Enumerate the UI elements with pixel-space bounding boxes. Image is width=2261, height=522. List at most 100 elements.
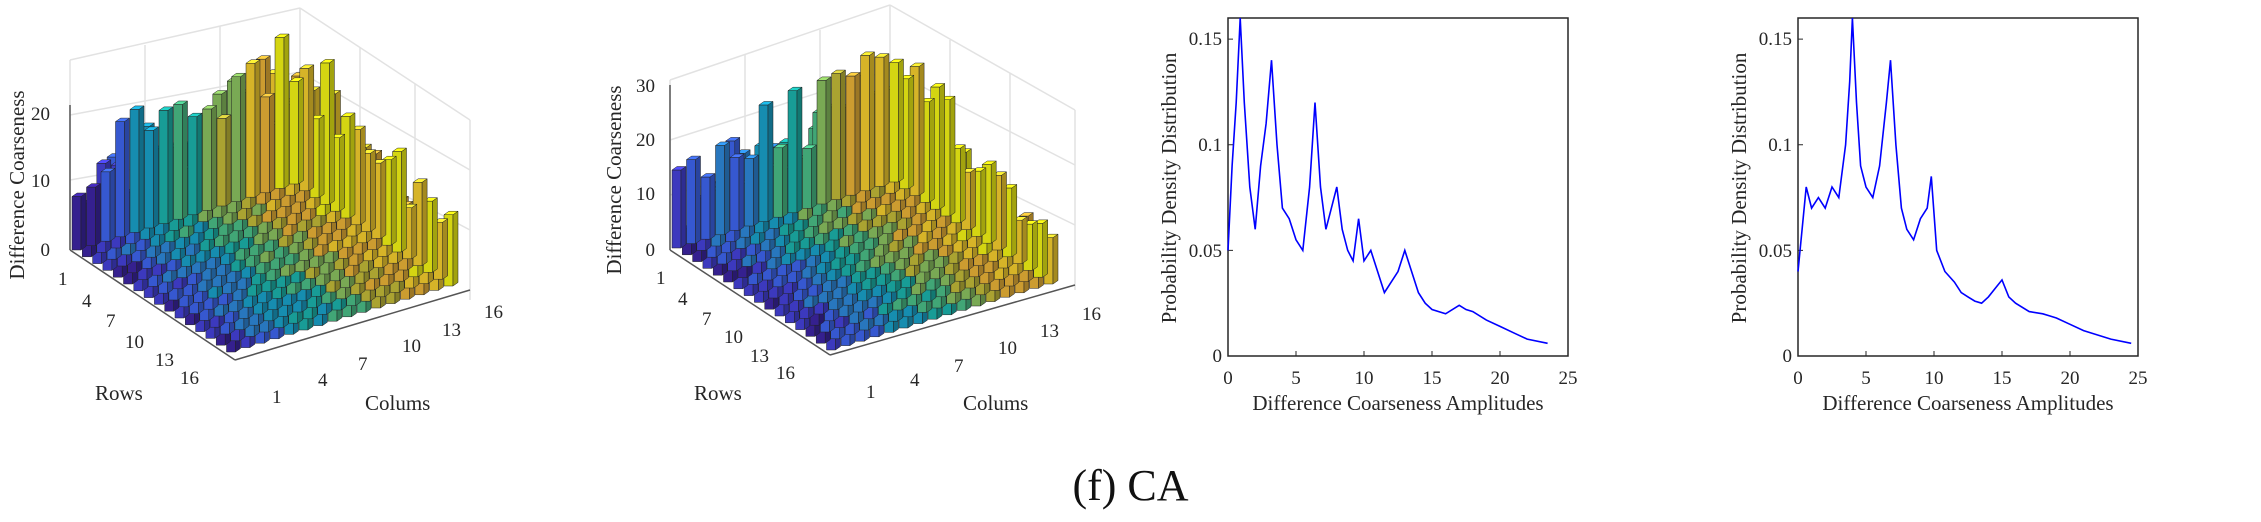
line-chart-1: 0 5 10 15 20 25 0 0.05 0.1 0.15 Differen… bbox=[1157, 17, 1578, 415]
bar3d-bar bbox=[729, 153, 745, 231]
bar3d-2-zticklabel: 10 bbox=[636, 184, 655, 205]
bar3d-bar bbox=[772, 143, 789, 218]
bar3d-2-rowticklabel: 10 bbox=[724, 327, 743, 348]
bar3d-1-colticklabel: 10 bbox=[402, 336, 421, 357]
bar3d-1-xlabel: Colums bbox=[365, 391, 430, 415]
line-1-xticklabel: 15 bbox=[1423, 368, 1442, 389]
line-1-xlabel: Difference Coarseness Amplitudes bbox=[1252, 391, 1543, 415]
bar3d-bar bbox=[114, 117, 131, 238]
line-2-yticklabel: 0.1 bbox=[1768, 135, 1792, 156]
bar3d-1-axes bbox=[69, 105, 471, 361]
bar3d-bar bbox=[172, 100, 189, 220]
line-2-xticklabel: 10 bbox=[1925, 368, 1944, 389]
bar3d-bar bbox=[85, 183, 102, 247]
bar3d-2-colticklabel: 16 bbox=[1082, 304, 1101, 325]
bar3d-1-rowticklabel: 7 bbox=[106, 311, 116, 332]
bar3d-1-rowticklabel: 1 bbox=[58, 269, 68, 290]
line-1-series bbox=[1227, 17, 1548, 345]
line-1-xticklabel: 20 bbox=[1491, 368, 1510, 389]
bar3d-2-colticklabel: 7 bbox=[954, 356, 964, 377]
line-2-xticklabel: 25 bbox=[2129, 368, 2148, 389]
bar3d-bar bbox=[816, 76, 832, 205]
bar3d-bar bbox=[158, 106, 174, 225]
bar3d-2-zticklabel: 30 bbox=[636, 76, 655, 97]
bar3d-1-zticklabel: 10 bbox=[31, 171, 50, 192]
line-2-xticklabel: 20 bbox=[2061, 368, 2080, 389]
bar3d-bar bbox=[971, 167, 987, 237]
bar3d-bar bbox=[845, 72, 861, 196]
bar3d-bar bbox=[859, 51, 876, 192]
bar3d-1-rowticklabel: 13 bbox=[155, 350, 174, 371]
line-chart-2: 0 5 10 15 20 25 0 0.05 0.1 0.15 Differen… bbox=[1727, 17, 2148, 415]
bar3d-bar bbox=[143, 126, 160, 229]
bar3d-1-colticklabel: 7 bbox=[358, 354, 368, 375]
bar3d-bar bbox=[129, 105, 145, 233]
bar3d-bar bbox=[245, 59, 261, 198]
bar3d-2-rowticklabel: 1 bbox=[656, 268, 666, 289]
line-2-yticklabel: 0 bbox=[1783, 346, 1793, 367]
line-1-ticks bbox=[1227, 38, 1569, 357]
line-1-xticklabel: 0 bbox=[1223, 368, 1233, 389]
figure-caption: (f) CA bbox=[1072, 461, 1189, 510]
bar3d-chart-2: 0 10 20 30 1 4 7 10 13 16 1 4 7 10 13 16… bbox=[602, 4, 1101, 415]
line-1-yticklabel: 0.1 bbox=[1198, 135, 1222, 156]
line-1-ylabel: Probability Density Distribution bbox=[1157, 52, 1181, 323]
line-2-yticklabel: 0.05 bbox=[1759, 241, 1792, 262]
bar3d-2-axes bbox=[669, 85, 1076, 356]
bar3d-bar bbox=[685, 155, 702, 245]
bar3d-1-rowticklabel: 4 bbox=[82, 291, 92, 312]
bar3d-bar bbox=[71, 192, 87, 251]
bar3d-2-rowticklabel: 7 bbox=[702, 309, 712, 330]
line-1-xticklabel: 25 bbox=[1559, 368, 1578, 389]
bar3d-bar bbox=[714, 141, 731, 236]
line-2-yticklabel: 0.15 bbox=[1759, 29, 1792, 50]
bar3d-bar bbox=[874, 53, 890, 187]
line-2-xticklabel: 0 bbox=[1793, 368, 1803, 389]
bar3d-bar bbox=[787, 86, 803, 214]
line-1-yticklabel: 0 bbox=[1213, 346, 1223, 367]
bar3d-2-colticklabel: 1 bbox=[866, 382, 876, 403]
bar3d-bar bbox=[700, 173, 716, 240]
line-2-xticklabel: 15 bbox=[1993, 368, 2012, 389]
line-1-yticklabel: 0.05 bbox=[1189, 241, 1222, 262]
line-1-yticklabel: 0.15 bbox=[1189, 29, 1222, 50]
bar3d-bar bbox=[201, 104, 218, 211]
bar3d-1-rowticklabel: 10 bbox=[125, 332, 144, 353]
line-1-xticklabel: 5 bbox=[1291, 368, 1301, 389]
bar3d-1-colticklabel: 4 bbox=[318, 370, 328, 391]
bar3d-2-zticklabel: 20 bbox=[636, 130, 655, 151]
bar3d-1-colticklabel: 13 bbox=[442, 320, 461, 341]
line-1-xticklabel: 10 bbox=[1355, 368, 1374, 389]
line-2-series bbox=[1797, 17, 2132, 345]
bar3d-bar bbox=[274, 33, 290, 189]
bar3d-2-rowticklabel: 16 bbox=[776, 363, 795, 384]
bar3d-2-colticklabel: 4 bbox=[910, 370, 920, 391]
bar3d-chart-1: 0 10 20 1 4 7 10 13 16 1 4 7 10 13 16 Di… bbox=[5, 7, 503, 415]
bar3d-1-bars bbox=[71, 33, 459, 353]
bar3d-bar bbox=[288, 77, 305, 185]
bar3d-2-rowticklabel: 4 bbox=[678, 289, 688, 310]
line-2-ticks bbox=[1797, 38, 2139, 357]
bar3d-bar bbox=[758, 100, 774, 223]
bar3d-1-zticklabel: 20 bbox=[31, 104, 50, 125]
line-2-xticklabel: 5 bbox=[1861, 368, 1871, 389]
bar3d-bar bbox=[259, 92, 276, 194]
bar3d-1-zlabel: Difference Coarseness bbox=[5, 90, 29, 279]
bar3d-bar bbox=[888, 58, 905, 183]
bar3d-2-ylabel: Rows bbox=[694, 381, 742, 405]
bar3d-2-rowticklabel: 13 bbox=[750, 346, 769, 367]
bar3d-bar bbox=[216, 114, 232, 207]
line-2-ylabel: Probability Density Distribution bbox=[1727, 52, 1751, 323]
bar3d-1-rowticklabel: 16 bbox=[180, 368, 199, 389]
bar3d-2-bars bbox=[671, 51, 1059, 351]
line-2-plot-area bbox=[1797, 17, 2139, 357]
bar3d-1-zticklabel: 0 bbox=[41, 240, 51, 261]
bar3d-2-colticklabel: 13 bbox=[1040, 321, 1059, 342]
line-1-plot-area bbox=[1227, 17, 1569, 357]
bar3d-2-colticklabel: 10 bbox=[998, 338, 1017, 359]
bar3d-bar bbox=[830, 69, 847, 201]
line-2-xlabel: Difference Coarseness Amplitudes bbox=[1822, 391, 2113, 415]
bar3d-1-colticklabel: 16 bbox=[484, 302, 503, 323]
bar3d-bar bbox=[801, 144, 818, 209]
